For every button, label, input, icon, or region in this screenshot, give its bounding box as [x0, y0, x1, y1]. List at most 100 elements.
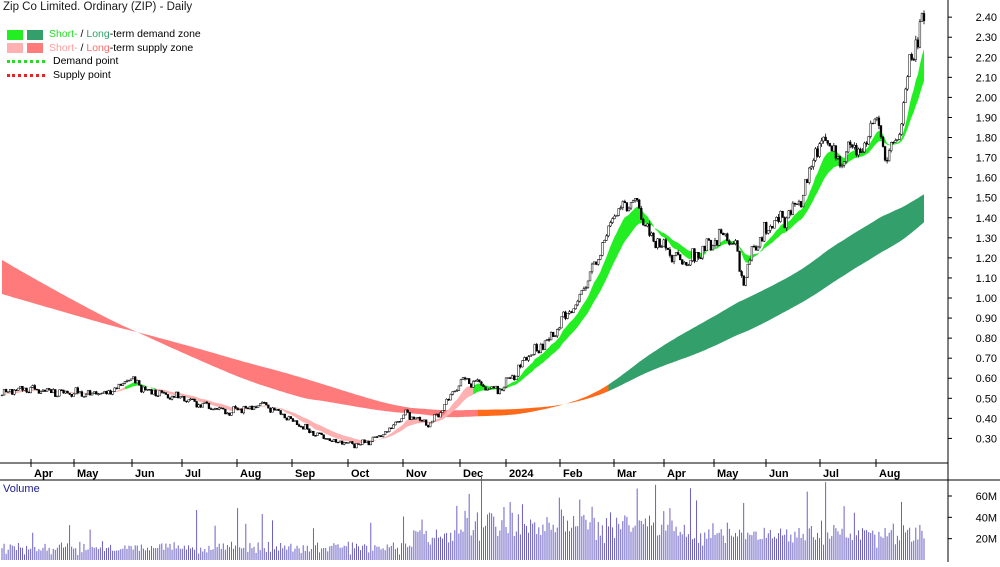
candle-body [392, 424, 395, 429]
candle-body [371, 436, 374, 442]
candle-body [777, 217, 780, 222]
chart-legend: Short- / Long -term demand zone Short- /… [7, 28, 201, 82]
x-tick-label: Mar [617, 468, 637, 480]
candle-body [351, 441, 354, 444]
candle-body [519, 364, 522, 368]
candle-body [402, 414, 405, 419]
candle-body [6, 391, 10, 393]
candle-body [709, 240, 713, 251]
candle-body [832, 145, 835, 152]
candle-body [439, 412, 442, 418]
candle-body [191, 398, 194, 400]
candle-body [406, 409, 409, 413]
candle-body [232, 406, 235, 414]
price-tick-label: 2.10 [976, 72, 997, 84]
volume-tick-label: 40M [976, 512, 997, 524]
candle-body [545, 339, 549, 342]
candle-body [35, 388, 38, 391]
candle-body [187, 399, 190, 403]
candle-body [842, 161, 846, 166]
candle-body [361, 439, 364, 445]
candle-body [812, 160, 815, 167]
candle-body [830, 145, 833, 152]
candle-body [705, 238, 708, 251]
candle-body [31, 385, 34, 388]
candle-body [916, 39, 920, 48]
candle-body [586, 280, 590, 288]
candle-body [349, 441, 352, 443]
x-tick-label: Feb [563, 468, 583, 480]
candle-body [496, 385, 499, 394]
candle-body [722, 232, 725, 236]
candle-body [390, 427, 393, 430]
candle-body [91, 392, 94, 396]
candle-body [582, 288, 586, 291]
candle-body [658, 238, 661, 248]
candle-body [506, 377, 510, 379]
candle-body [683, 262, 686, 265]
candle-body [660, 246, 663, 248]
candle-body [261, 402, 264, 404]
candle-body [703, 245, 706, 251]
price-tick-label: 1.70 [976, 153, 997, 165]
candle-body [642, 219, 645, 226]
candle-body [445, 399, 448, 405]
candle-body [867, 136, 870, 145]
price-tick-label: 2.20 [976, 52, 997, 64]
long-term-supply-zone [2, 259, 478, 418]
candle-body [726, 233, 729, 242]
candle-body [738, 251, 741, 272]
candle-body [695, 252, 698, 262]
candle-body [287, 416, 290, 421]
candle-body [103, 391, 106, 394]
candle-body [111, 391, 114, 395]
candle-body [9, 389, 12, 393]
candle-body [781, 210, 784, 218]
short-term-demand-zone-1 [124, 382, 156, 390]
candle-body [422, 419, 426, 422]
candle-body [99, 393, 102, 395]
candle-body [773, 220, 776, 229]
candle-body [621, 201, 624, 208]
candle-body [674, 252, 678, 256]
candle-body [33, 385, 36, 390]
candle-body [144, 386, 147, 391]
candle-body [732, 243, 735, 245]
candle-body [228, 412, 231, 416]
candle-body [45, 388, 49, 392]
candle-body [746, 263, 749, 278]
candle-body [383, 431, 387, 435]
candle-body [523, 357, 526, 361]
candle-body [752, 245, 756, 248]
candle-body [197, 404, 200, 408]
long-term-transition-zone [477, 384, 609, 417]
candle-body [369, 441, 372, 446]
price-tick-label: 1.50 [976, 193, 997, 205]
candle-body [552, 332, 555, 337]
candle-body [699, 257, 702, 260]
candle-body [918, 21, 922, 48]
candle-body [412, 416, 415, 420]
candle-body [619, 207, 622, 209]
candle-body [15, 389, 18, 392]
candle-body [58, 389, 61, 397]
candle-body [662, 239, 665, 247]
candle-body [441, 410, 444, 413]
candle-body [269, 407, 272, 413]
candle-body [636, 198, 639, 201]
candle-body [256, 405, 260, 408]
candle-body [457, 385, 461, 391]
candle-body [230, 412, 233, 416]
candle-body [767, 230, 770, 234]
candle-body [95, 391, 98, 395]
candle-body [806, 179, 809, 183]
candle-body [101, 392, 104, 394]
candle-body [388, 427, 391, 433]
candle-body [117, 384, 120, 390]
candle-body [400, 418, 403, 422]
legend-demand-zone: Short- / Long -term demand zone [7, 28, 201, 42]
candle-body [459, 379, 463, 387]
x-tick-label: Jun [135, 468, 155, 480]
volume-tick-label: 60M [976, 491, 997, 503]
legend-supply-rest: -term supply zone [109, 41, 194, 54]
